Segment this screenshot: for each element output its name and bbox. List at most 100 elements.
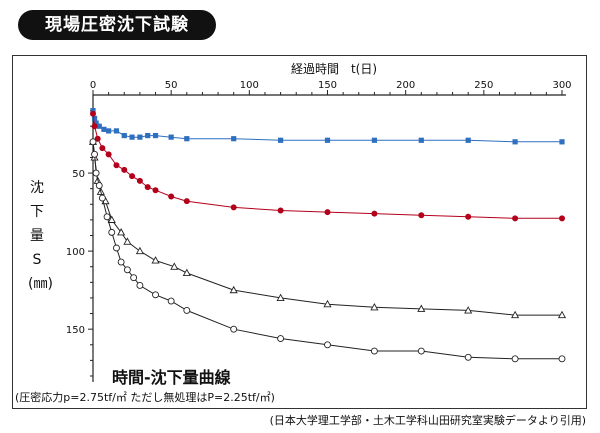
x-tick-label: 250 [474, 80, 493, 91]
data-point [167, 297, 175, 305]
series-line [92, 110, 562, 143]
data-point [324, 209, 331, 216]
series-line [92, 141, 562, 360]
series-line [92, 113, 562, 219]
data-point [112, 244, 120, 252]
data-point [324, 341, 331, 349]
data-point [370, 347, 378, 355]
data-point [90, 110, 96, 117]
data-point [168, 193, 175, 200]
data-point [511, 355, 519, 363]
x-axis-label: 経過時間 t(日) [291, 62, 377, 76]
data-point [558, 355, 566, 363]
series-4 [89, 138, 566, 363]
data-point [464, 353, 472, 361]
series-line [92, 141, 562, 316]
y-axis-label-part: 沈 [30, 180, 44, 196]
data-point [324, 137, 331, 143]
page-title: 現場圧密沈下試験 [18, 10, 216, 40]
data-point [417, 347, 425, 355]
data-point [106, 128, 112, 134]
data-point [121, 132, 127, 139]
data-point [136, 282, 144, 289]
data-point [107, 215, 116, 223]
data-point [152, 187, 159, 194]
data-point [121, 166, 128, 173]
series-3 [88, 137, 567, 319]
data-point [418, 212, 425, 219]
y-tick-label: 100 [66, 247, 85, 258]
data-point [511, 310, 520, 319]
series-2 [90, 110, 565, 222]
y-axis-label-part: 下 [30, 204, 44, 220]
data-point [417, 304, 426, 312]
data-point [89, 138, 97, 146]
data-point [512, 139, 518, 145]
data-point [152, 132, 159, 139]
data-point [559, 215, 565, 222]
data-point [91, 115, 98, 122]
data-point [557, 310, 567, 319]
data-point [93, 120, 99, 126]
data-point [98, 194, 106, 202]
x-tick-label: 100 [240, 80, 259, 91]
data-point [184, 136, 190, 142]
data-point [465, 213, 472, 220]
data-point [137, 134, 143, 140]
data-point [229, 285, 238, 294]
data-point [323, 299, 332, 308]
data-point [129, 134, 135, 140]
data-point [464, 306, 473, 314]
chart-frame [12, 55, 587, 409]
data-point [512, 215, 519, 222]
data-point [105, 151, 112, 158]
data-point [117, 258, 125, 266]
data-point [418, 137, 424, 143]
data-point [123, 237, 132, 245]
x-tick-label: 0 [90, 80, 96, 91]
data-point [145, 132, 151, 139]
data-point [96, 123, 102, 129]
data-point [108, 228, 116, 236]
x-tick-label: 300 [552, 80, 571, 91]
data-point [230, 204, 237, 211]
data-point [371, 210, 378, 217]
data-point [123, 266, 131, 274]
data-point [465, 137, 471, 143]
data-point [113, 162, 120, 169]
x-tick-label: 50 [165, 80, 178, 91]
data-point [231, 136, 237, 142]
y-axis-label-part: 量 [30, 228, 44, 244]
data-point [99, 145, 106, 152]
x-tick-label: 150 [318, 80, 337, 91]
data-point [129, 173, 136, 180]
source-citation: (日本大学理工学部・土木工学科山田研究室実験データより引用) [269, 414, 586, 427]
data-point [152, 291, 159, 299]
chart-title: 時間-沈下量曲線 [112, 368, 231, 387]
y-tick-label: 150 [66, 325, 85, 336]
data-point [95, 182, 103, 189]
data-point [230, 325, 238, 333]
data-point [135, 246, 144, 255]
data-point [183, 306, 191, 314]
pressure-note: (圧密応力p=2.75tf/㎡ ただし無処理はP=2.25tf/㎡) [15, 391, 275, 404]
data-point [91, 123, 98, 130]
data-point [170, 262, 179, 270]
data-point [90, 108, 96, 114]
data-point [101, 126, 107, 132]
data-point [371, 137, 377, 143]
data-point [559, 139, 565, 145]
series-1 [90, 108, 565, 145]
x-tick-label: 200 [396, 80, 415, 91]
data-point [91, 150, 99, 158]
y-axis-label-part: S [32, 252, 42, 268]
y-axis-label-part: (㎜) [28, 276, 53, 292]
data-point [277, 335, 285, 342]
data-point [168, 134, 174, 140]
data-point [92, 169, 100, 177]
data-point [113, 128, 120, 134]
data-point [130, 274, 138, 282]
data-point [370, 302, 379, 311]
data-point [277, 207, 284, 214]
data-point [94, 135, 101, 142]
